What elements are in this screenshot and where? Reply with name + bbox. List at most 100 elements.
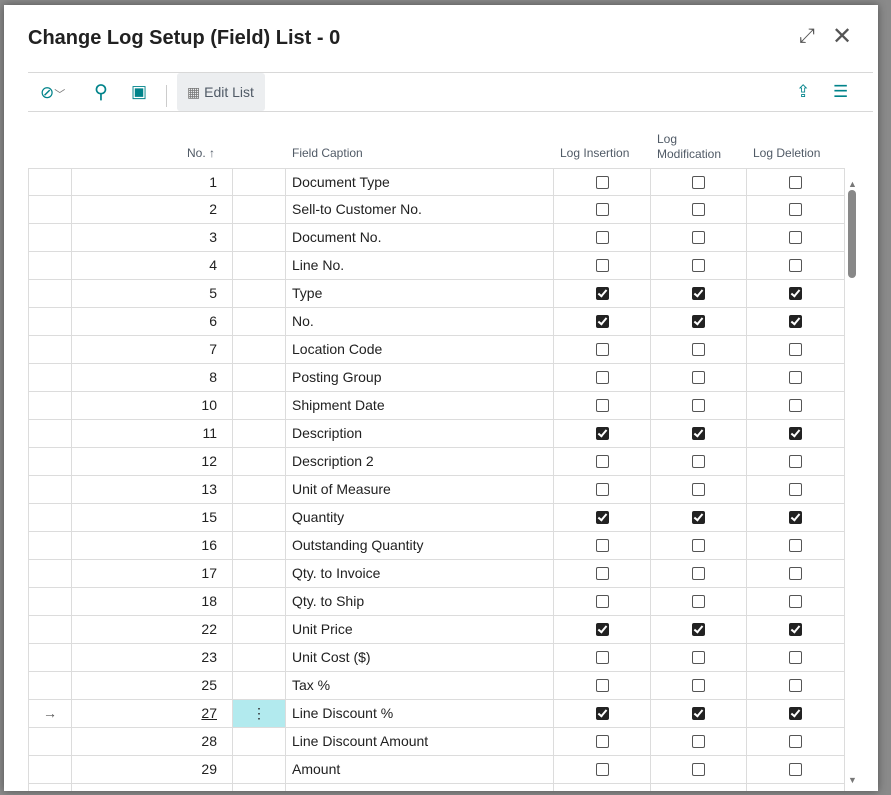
table-row[interactable]: 10 Shipment Date [28,392,845,420]
checkbox-mod[interactable] [692,594,705,608]
checkbox-del[interactable] [789,482,802,496]
cell-no[interactable]: 4 [72,252,233,279]
cell-no[interactable]: 29 [72,756,233,783]
checkbox-ins[interactable] [595,650,609,664]
table-row[interactable]: 23 Unit Cost ($) [28,644,845,672]
checkbox-del[interactable] [789,706,802,720]
checkbox-del[interactable] [789,370,802,384]
checkbox-del[interactable] [789,762,802,776]
close-icon[interactable]: ✕ [832,23,853,50]
share-icon[interactable]: ⇪ [796,82,811,101]
checkbox-ins[interactable] [595,258,609,272]
checkbox-ins[interactable] [595,622,609,636]
row-menu-cell[interactable] [233,252,286,279]
checkbox-ins[interactable] [595,734,609,748]
row-menu-cell[interactable] [233,504,286,531]
column-header-log-modification[interactable]: Log Modification [657,132,721,162]
checkbox-del[interactable] [789,650,802,664]
checkbox-mod[interactable] [692,622,705,636]
cell-field-caption[interactable] [286,784,554,791]
column-header-log-insertion[interactable]: Log Insertion [560,146,630,160]
checkbox-ins[interactable] [595,510,609,524]
table-row[interactable]: 1 Document Type [28,168,845,196]
checkbox-mod[interactable] [692,678,705,692]
cell-field-caption[interactable]: Amount [286,756,554,783]
table-row[interactable]: 25 Tax % [28,672,845,700]
row-menu-cell[interactable] [233,280,286,307]
checkbox-del[interactable] [789,286,802,300]
table-row[interactable]: 2 Sell-to Customer No. [28,196,845,224]
cell-no[interactable]: 1 [72,169,233,196]
cell-field-caption[interactable]: Document No. [286,224,554,251]
no-value[interactable]: 27 [201,705,217,721]
cell-no[interactable]: 10 [72,392,233,419]
checkbox-ins[interactable] [595,230,609,244]
cell-no[interactable] [72,784,233,791]
checkbox-del[interactable] [789,734,802,748]
checkbox-ins[interactable] [595,370,609,384]
cell-no[interactable]: 22 [72,616,233,643]
checkbox-ins[interactable] [595,538,609,552]
cell-field-caption[interactable]: Line Discount Amount [286,728,554,755]
cell-no[interactable]: 12 [72,448,233,475]
row-menu-cell[interactable] [233,364,286,391]
cell-field-caption[interactable]: Quantity [286,504,554,531]
cell-field-caption[interactable]: Posting Group [286,364,554,391]
checkbox-ins[interactable] [595,566,609,580]
cell-field-caption[interactable]: Shipment Date [286,392,554,419]
cell-no[interactable]: 6 [72,308,233,335]
checkbox-ins[interactable] [595,762,609,776]
filter-pane-icon[interactable]: ▣ [131,82,148,101]
vertical-scrollbar[interactable]: ▲ ▼ [846,179,858,785]
column-header-field-caption[interactable]: Field Caption [292,146,363,160]
checkbox-ins[interactable] [595,454,609,468]
cell-no[interactable]: 28 [72,728,233,755]
cell-field-caption[interactable]: Location Code [286,336,554,363]
checkbox-mod[interactable] [692,706,705,720]
cell-field-caption[interactable]: Outstanding Quantity [286,532,554,559]
checkbox-del[interactable] [789,538,802,552]
checkbox-del[interactable] [789,454,802,468]
cell-no[interactable]: 25 [72,672,233,699]
table-row[interactable]: 4 Line No. [28,252,845,280]
checkbox-mod[interactable] [692,398,705,412]
cell-field-caption[interactable]: Unit Cost ($) [286,644,554,671]
cell-field-caption[interactable]: Description 2 [286,448,554,475]
table-row[interactable]: 11 Description [28,420,845,448]
table-row[interactable]: 15 Quantity [28,504,845,532]
checkbox-mod[interactable] [692,230,705,244]
table-row[interactable]: → 27 ⋮ Line Discount % [28,700,845,728]
cell-no[interactable]: 11 [72,420,233,447]
checkbox-del[interactable] [789,426,802,440]
checkbox-del[interactable] [789,678,802,692]
cell-no[interactable]: 16 [72,532,233,559]
cell-field-caption[interactable]: No. [286,308,554,335]
checkbox-ins[interactable] [595,678,609,692]
checkbox-del[interactable] [789,398,802,412]
checkbox-ins[interactable] [595,398,609,412]
row-menu-cell[interactable] [233,672,286,699]
table-row[interactable]: 29 Amount [28,756,845,784]
checkbox-mod[interactable] [692,426,705,440]
cell-no[interactable]: 13 [72,476,233,503]
cell-no[interactable]: 27 [72,700,233,727]
scroll-up-icon[interactable]: ▲ [848,179,857,189]
table-row[interactable]: 3 Document No. [28,224,845,252]
cell-field-caption[interactable]: Line No. [286,252,554,279]
list-view-icon[interactable]: ☰ [833,82,849,101]
cell-no[interactable]: 17 [72,560,233,587]
checkbox-del[interactable] [789,202,802,216]
cell-field-caption[interactable]: Document Type [286,169,554,196]
checkbox-ins[interactable] [595,286,609,300]
table-row[interactable]: 12 Description 2 [28,448,845,476]
checkbox-mod[interactable] [692,538,705,552]
table-row[interactable]: 17 Qty. to Invoice [28,560,845,588]
cell-no[interactable]: 3 [72,224,233,251]
row-menu-cell[interactable] [233,448,286,475]
checkbox-mod[interactable] [692,258,705,272]
cell-no[interactable]: 5 [72,280,233,307]
cell-no[interactable]: 23 [72,644,233,671]
checkbox-mod[interactable] [692,650,705,664]
row-menu-cell[interactable] [233,196,286,223]
column-header-no[interactable]: No. ↑ [187,146,216,160]
